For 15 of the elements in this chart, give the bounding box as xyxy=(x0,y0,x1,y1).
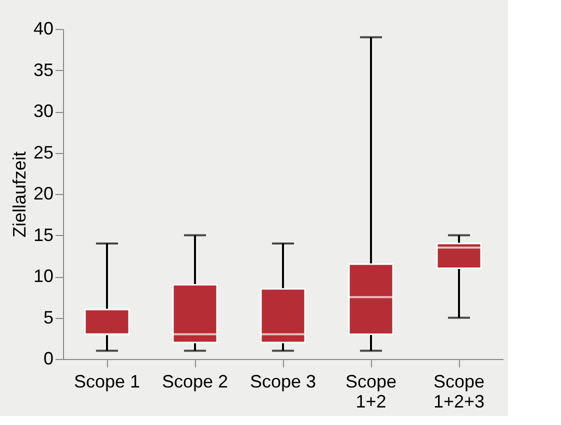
y-tick-label: 5 xyxy=(43,307,54,328)
y-axis-title: Ziellaufzeit xyxy=(9,151,30,238)
y-tick-label: 0 xyxy=(43,348,54,368)
x-tick-label: Scope 1+2 xyxy=(345,372,397,412)
x-tick-label: Scope 1 xyxy=(74,372,140,392)
y-tick-label: 40 xyxy=(33,18,54,38)
y-tick-label: 35 xyxy=(33,60,54,80)
x-tick-label: Scope 1+2+3 xyxy=(433,372,485,412)
y-tick-label: 10 xyxy=(33,266,54,286)
y-tick-label: 20 xyxy=(33,184,54,204)
y-tick-label: 25 xyxy=(33,142,54,162)
x-tick-label: Scope 2 xyxy=(162,372,228,392)
y-tick-label: 15 xyxy=(33,224,54,245)
x-tick-label: Scope 3 xyxy=(250,372,316,392)
y-tick-label: 30 xyxy=(33,101,54,121)
